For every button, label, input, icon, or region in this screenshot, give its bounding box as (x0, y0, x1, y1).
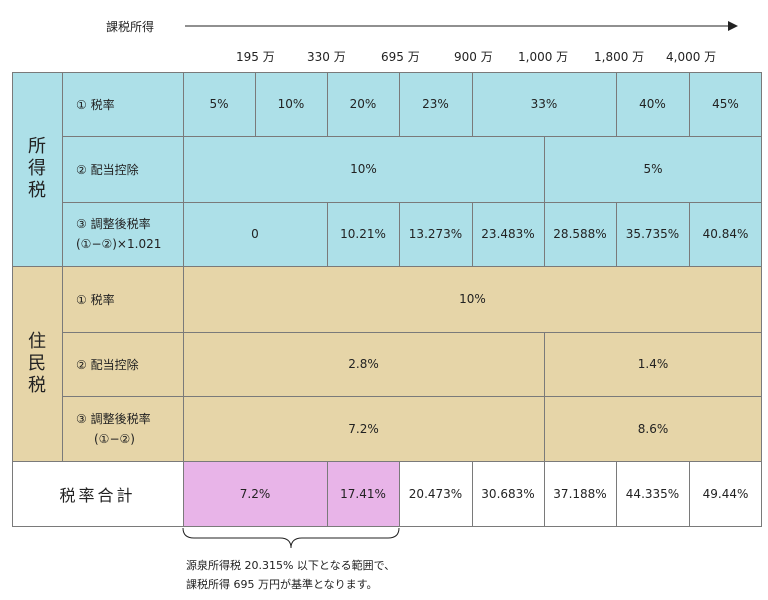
total-cell: 37.188% (553, 487, 607, 501)
income-tax-heading: 所 得 税 (28, 136, 46, 201)
income-adjusted-cell: 23.483% (481, 227, 535, 241)
resident-dividend-cell: 2.8% (348, 357, 379, 371)
resident-rate-label: ① 税率 (76, 292, 115, 307)
resident-rate-cell: 10% (459, 292, 486, 306)
income-dividend-label: ② 配当控除 (76, 162, 139, 177)
income-dividend-cell: 10% (350, 162, 377, 176)
income-rate-cell: 10% (277, 97, 305, 111)
total-cell: 7.2% (239, 487, 271, 501)
income-adjusted-cell: 40.84% (702, 227, 749, 241)
income-rate-cell: 33% (530, 97, 558, 111)
total-cell: 44.335% (625, 487, 680, 501)
axis-tick-695: 695 万 (381, 50, 420, 64)
axis-tick-1800: 1,800 万 (594, 50, 645, 64)
total-cell: 49.44% (702, 487, 749, 501)
income-rate-cell: 23% (422, 97, 449, 111)
resident-adjusted-label: ③ 調整後税率 (①−②) (76, 411, 151, 446)
resident-tax-heading: 住 民 税 (28, 330, 46, 396)
axis-label: 課税所得 (106, 20, 155, 34)
note-line-1: 源泉所得税 20.315% 以下となる範囲で、 (186, 559, 396, 572)
income-rate-cell: 5% (209, 97, 229, 111)
resident-adjusted-cell: 8.6% (637, 421, 669, 436)
income-adjusted-cell: 10.21% (340, 227, 386, 241)
income-rate-cell: 45% (712, 97, 739, 111)
income-adjusted-cell: 0 (251, 227, 259, 241)
total-cell: 20.473% (408, 487, 463, 501)
income-adjusted-label: ③ 調整後税率 (①−②)×1.021 (76, 217, 162, 251)
total-cell: 17.41% (340, 487, 386, 501)
income-tax-block (12, 72, 762, 266)
axis-tick-900: 900 万 (454, 50, 493, 64)
note-line-2: 課税所得 695 万円が基準となります。 (186, 578, 378, 591)
resident-adjusted-cell: 7.2% (348, 421, 379, 436)
income-rate-cell: 20% (349, 97, 377, 111)
axis-tick-1000: 1,000 万 (518, 50, 569, 64)
axis-tick-4000: 4,000 万 (666, 50, 717, 64)
income-rate-label: ① 税率 (76, 97, 115, 112)
total-label: 税率合計 (59, 486, 136, 505)
range-brace (182, 527, 400, 549)
highlight-range (183, 461, 399, 527)
income-rate-cell: 40% (639, 97, 666, 111)
resident-dividend-cell: 1.4% (637, 357, 669, 371)
income-adjusted-cell: 35.735% (625, 227, 680, 241)
axis-tick-195: 195 万 (236, 50, 275, 64)
income-adjusted-cell: 28.588% (553, 227, 607, 241)
axis-tick-330: 330 万 (307, 50, 346, 64)
total-cell: 30.683% (481, 487, 535, 501)
axis-arrow (185, 21, 738, 31)
income-adjusted-cell: 13.273% (408, 227, 463, 241)
resident-dividend-label: ② 配当控除 (76, 357, 139, 372)
resident-tax-block (12, 266, 762, 461)
income-dividend-cell: 5% (643, 162, 663, 176)
